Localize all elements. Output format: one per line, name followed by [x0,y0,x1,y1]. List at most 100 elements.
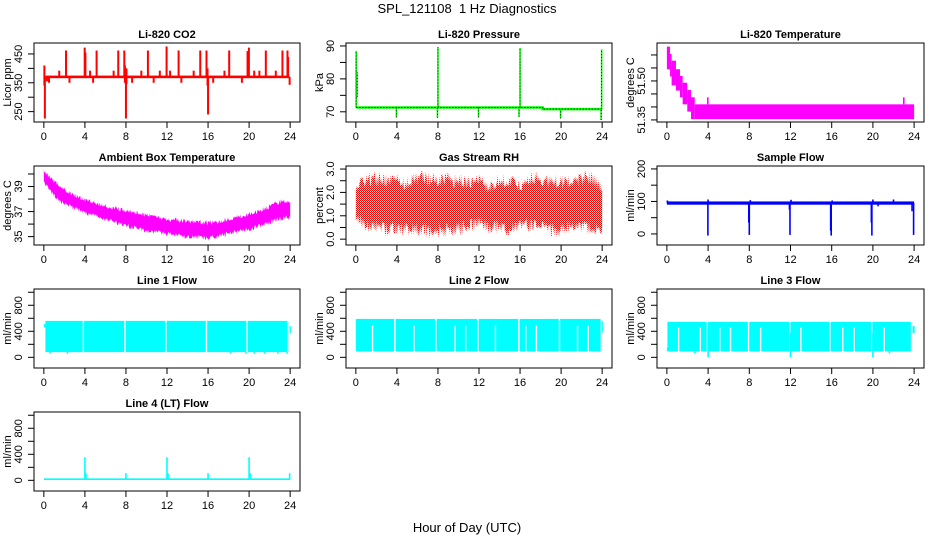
y-tick-label: 450 [13,45,25,63]
y-axis: 0 400 800 [325,291,346,360]
y-tick-label: 0.0 [325,232,337,247]
chart-title: Ambient Box Temperature [99,152,236,164]
x-tick-label: 24 [596,131,608,143]
figure-title: SPL_121108 1 Hz Diagnostics [378,1,557,16]
y-axis: 250 350 450 [13,45,34,121]
x-axis: 0 4 8 12 16 20 24 [353,245,608,266]
li-820-temperature-band-segment [687,90,691,112]
x-tick-label: 16 [826,377,838,389]
x-tick-label: 24 [908,377,920,389]
y-axis: 0 400 800 [13,291,34,360]
li-820-temperature-band-segment [671,60,676,86]
y-tick-label: 400 [636,322,648,340]
y-tick-label: 0 [636,354,648,360]
x-tick-label: 20 [555,377,567,389]
x-tick-label: 4 [82,500,88,512]
li-820-temperature-band-segment [666,46,670,70]
y-axis-title: ml/min [314,312,326,344]
y-tick-label: 39 [13,180,25,192]
x-tick-label: 12 [473,254,485,266]
x-tick-label: 24 [284,377,296,389]
x-tick-label: 4 [82,131,88,143]
x-tick-label: 16 [826,254,838,266]
x-tick-label: 16 [514,377,526,389]
x-tick-label: 20 [555,131,567,143]
x-tick-label: 8 [746,377,752,389]
line-3-flow-band-segment [912,326,915,334]
x-tick-label: 12 [161,131,173,143]
x-tick-label: 12 [161,500,173,512]
x-tick-label: 8 [123,131,129,143]
chart-panel-li-820-pressure: Li-820 Pressure 0 4 8 12 16 20 24 70 80 90 kPa [314,29,613,143]
y-tick-label: 0 [13,354,25,360]
y-tick-label: 90 [325,40,337,52]
y-axis-title: ml/min [625,189,637,221]
x-tick-label: 16 [514,131,526,143]
li-820-temperature-band-segment [669,53,672,77]
x-tick-label: 8 [123,377,129,389]
x-tick-label: 4 [394,131,400,143]
data-layer [355,170,603,239]
x-tick-label: 8 [435,377,441,389]
line-2-flow-band-segment [601,320,603,333]
y-tick-label: 800 [13,296,25,314]
y-tick-label: 3.0 [325,161,337,176]
chart-title: Line 1 Flow [137,275,197,287]
x-tick-label: 0 [664,131,670,143]
y-axis: 70 80 90 [325,40,346,118]
y-tick-label: 400 [13,322,25,340]
li-820-temperature-band-segment [694,104,915,120]
x-tick-label: 16 [202,254,214,266]
y-tick-label: 80 [325,73,337,85]
y-axis-title: kPa [314,72,326,92]
y-tick-label: 1.0 [325,208,337,223]
line-1-flow-band-segment [43,324,46,328]
x-tick-label: 16 [202,377,214,389]
y-axis-title: percent [314,187,326,224]
x-tick-label: 8 [123,254,129,266]
x-tick-label: 20 [243,131,255,143]
x-tick-label: 0 [41,254,47,266]
x-tick-label: 16 [826,131,838,143]
x-tick-label: 0 [664,254,670,266]
li-820-pressure-series-points [356,107,603,110]
data-layer [43,46,291,119]
x-tick-label: 8 [435,254,441,266]
x-tick-label: 8 [746,254,752,266]
x-axis: 0 4 8 12 16 20 24 [664,122,920,143]
chart-title: Line 3 Flow [761,275,821,287]
data-layer [666,46,915,120]
y-axis-title: degrees C [625,57,637,108]
x-tick-label: 16 [514,254,526,266]
chart-title: Li-820 CO2 [138,29,195,41]
x-tick-label: 20 [243,254,255,266]
x-axis: 0 4 8 12 16 20 24 [41,245,296,266]
x-axis: 0 4 8 12 16 20 24 [41,368,296,389]
x-tick-label: 24 [596,377,608,389]
y-tick-label: 37 [13,205,25,217]
y-axis: 51.35 51.50 [636,54,657,134]
x-tick-label: 20 [867,131,879,143]
x-tick-label: 0 [41,131,47,143]
x-tick-label: 20 [867,377,879,389]
y-tick-label: 400 [325,322,337,340]
x-tick-label: 4 [394,377,400,389]
x-tick-label: 0 [353,254,359,266]
y-axis-title: ml/min [2,312,14,344]
data-layer [666,321,915,358]
y-tick-label: 0 [13,477,25,483]
x-tick-label: 0 [41,377,47,389]
y-tick-label: 35 [13,230,25,242]
y-tick-label: 800 [636,296,648,314]
y-axis: 35 37 39 [13,173,34,243]
x-axis: 0 4 8 12 16 20 24 [353,122,608,143]
x-tick-label: 16 [202,131,214,143]
x-tick-label: 12 [784,254,796,266]
x-tick-label: 4 [394,254,400,266]
y-tick-label: 0 [636,231,648,237]
